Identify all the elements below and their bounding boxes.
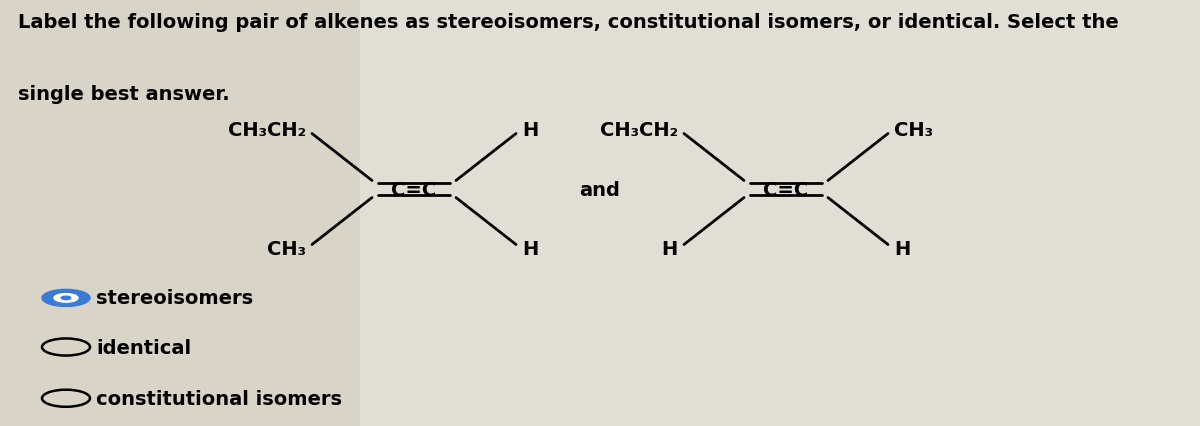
Text: H: H bbox=[894, 240, 911, 259]
Text: H: H bbox=[522, 121, 539, 139]
Text: constitutional isomers: constitutional isomers bbox=[96, 389, 342, 408]
Circle shape bbox=[42, 290, 90, 307]
Text: single best answer.: single best answer. bbox=[18, 85, 229, 104]
Text: and: and bbox=[580, 180, 620, 199]
Text: C=C: C=C bbox=[391, 180, 437, 199]
Text: stereoisomers: stereoisomers bbox=[96, 289, 253, 308]
Text: H: H bbox=[522, 240, 539, 259]
Text: C=C: C=C bbox=[763, 180, 809, 199]
Circle shape bbox=[61, 296, 71, 300]
Text: identical: identical bbox=[96, 338, 191, 357]
Circle shape bbox=[54, 294, 78, 302]
Text: CH₃: CH₃ bbox=[894, 121, 934, 139]
Text: Label the following pair of alkenes as stereoisomers, constitutional isomers, or: Label the following pair of alkenes as s… bbox=[18, 13, 1118, 32]
Text: CH₃CH₂: CH₃CH₂ bbox=[228, 121, 306, 139]
Text: H: H bbox=[661, 240, 678, 259]
Bar bbox=[360, 0, 1200, 426]
Text: CH₃CH₂: CH₃CH₂ bbox=[600, 121, 678, 139]
Text: CH₃: CH₃ bbox=[266, 240, 306, 259]
